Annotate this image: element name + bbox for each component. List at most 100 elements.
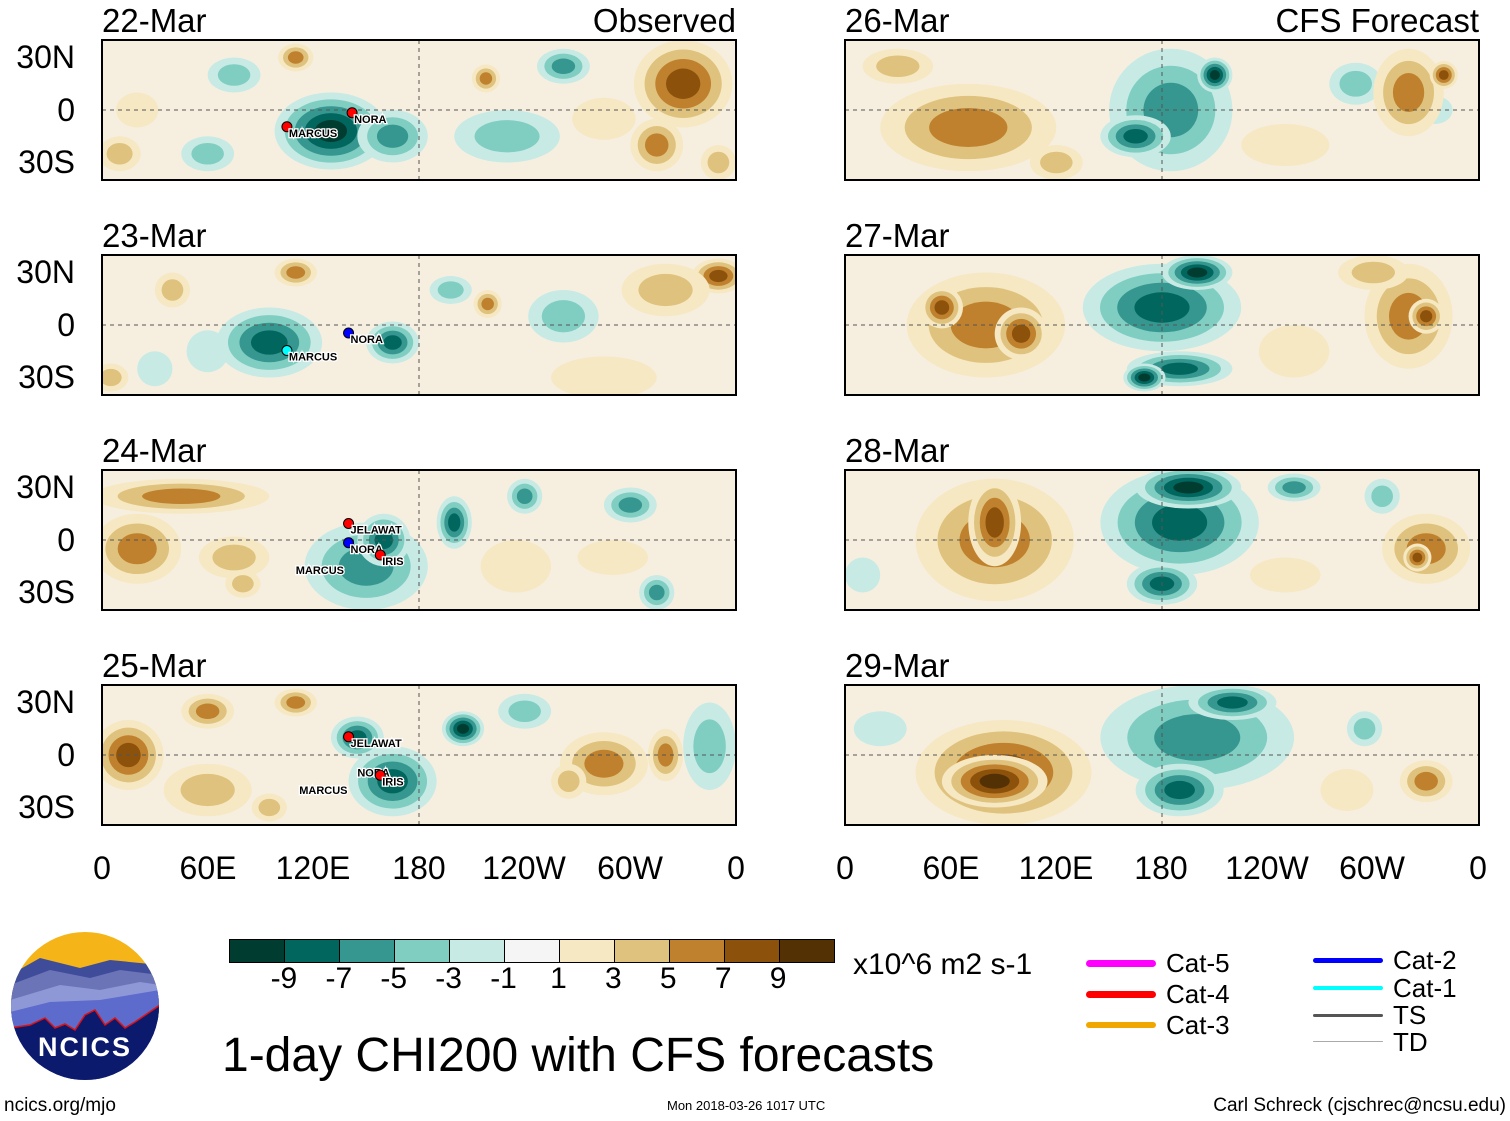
panel-frame: [101, 469, 737, 611]
lon-label: 120E: [1018, 850, 1094, 886]
storm-marker-icon: [343, 731, 355, 743]
storm-marker-icon: [374, 549, 386, 561]
lon-label: 0: [836, 850, 854, 886]
anomaly-contour: [1414, 771, 1438, 791]
footer-timestamp: Mon 2018-03-26 1017 UTC: [667, 1098, 826, 1113]
anomaly-contour: [1392, 73, 1425, 112]
colorbar-swatch: [615, 940, 670, 962]
colorbar-units: x10^6 m2 s-1: [853, 948, 1033, 981]
colorbar-label: 9: [769, 962, 787, 995]
lon-label: 60W: [597, 850, 663, 886]
anomaly-contour: [645, 133, 669, 157]
legend-line-cat-4: [1086, 990, 1156, 998]
footer-url[interactable]: ncics.org/mjo: [4, 1095, 116, 1116]
lat-label: 0: [57, 92, 75, 128]
colorbar-swatch: [395, 940, 450, 962]
lon-label: 120W: [1225, 850, 1309, 886]
lon-label: 60E: [922, 850, 980, 886]
lat-label: 0: [57, 522, 75, 558]
legend-label: TS: [1393, 1000, 1427, 1030]
panel-tag: CFS Forecast: [1275, 2, 1479, 39]
anomaly-contour: [1011, 324, 1031, 343]
anomaly-contour: [250, 330, 288, 355]
anomaly-map: [844, 39, 1480, 181]
colorbar-label: 3: [605, 962, 622, 995]
storm-marker-icon: [281, 345, 293, 356]
lat-label: 30S: [18, 144, 75, 180]
anomaly-contour: [1152, 504, 1208, 541]
panel-frame: [844, 469, 1480, 611]
legend-label: Cat-5: [1166, 948, 1230, 978]
panel-date: 26-Mar: [845, 2, 950, 39]
anomaly-contour: [693, 719, 726, 774]
panel-date: 27-Mar: [845, 217, 950, 254]
storm-marker-icon: [343, 327, 355, 339]
storm-label: JELAWAT: [351, 525, 402, 537]
figure-title: 1-day CHI200 with CFS forecasts: [222, 1029, 935, 1082]
anomaly-contour: [929, 108, 1008, 147]
colorbar-label: 5: [659, 962, 677, 995]
anomaly-contour: [212, 544, 256, 571]
anomaly-contour: [1123, 128, 1148, 144]
storm-label: JELAWAT: [351, 738, 402, 750]
anomaly-contour: [474, 120, 540, 153]
lon-label: 120W: [482, 850, 566, 886]
lat-label: 0: [57, 737, 75, 773]
anomaly-contour: [618, 497, 643, 513]
storm-marker-icon: [374, 769, 386, 781]
anomaly-contour: [1258, 325, 1330, 378]
colorbar-swatch: [725, 940, 780, 962]
anomaly-contour: [572, 97, 636, 140]
anomaly-contour: [551, 356, 657, 396]
storm-label: MARCUS: [289, 352, 337, 364]
storm-label: NORA: [351, 334, 383, 346]
colorbar-swatch: [560, 940, 615, 962]
colorbar-label: -7: [325, 962, 353, 995]
anomaly-contour: [853, 711, 907, 747]
anomaly-contour: [106, 142, 133, 165]
anomaly-contour: [1371, 485, 1393, 508]
storm-label: MARCUS: [296, 565, 344, 577]
legend-label: Cat-1: [1393, 973, 1457, 1003]
colorbar-swatch: [670, 940, 725, 962]
anomaly-contour: [1241, 124, 1330, 166]
anomaly-contour: [217, 64, 251, 86]
anomaly-contour: [286, 266, 306, 279]
anomaly-contour: [638, 273, 693, 307]
anomaly-contour: [1187, 267, 1208, 278]
anomaly-contour: [142, 488, 221, 505]
anomaly-contour: [437, 281, 464, 299]
lat-label: 30N: [16, 254, 75, 290]
lon-label: 180: [1134, 850, 1188, 886]
colorbar-label: 7: [714, 962, 732, 995]
lon-label: 180: [392, 850, 446, 886]
anomaly-contour: [1209, 70, 1220, 80]
colorbar: [229, 939, 835, 963]
anomaly-contour: [232, 575, 254, 593]
legend-line-cat-1: [1313, 986, 1383, 990]
panel-date: 28-Mar: [845, 432, 950, 469]
panel-date: 23-Mar: [102, 217, 207, 254]
colorbar-label: 1: [550, 962, 567, 995]
panel-tag: Observed: [592, 2, 736, 39]
colorbar-label: -1: [490, 962, 517, 995]
panel-frame: [101, 39, 737, 181]
storm-label: IRIS: [382, 556, 403, 568]
anomaly-contour: [480, 540, 552, 593]
anomaly-contour: [314, 120, 348, 142]
anomaly-contour: [376, 124, 409, 148]
lon-label: 0: [93, 850, 111, 886]
colorbar-swatch: [340, 940, 395, 962]
panel-date: 24-Mar: [102, 432, 207, 469]
storm-label: IRIS: [382, 776, 403, 788]
anomaly-contour: [195, 703, 220, 720]
anomaly-contour: [286, 696, 306, 709]
lat-label: 30S: [18, 574, 75, 610]
storm-marker-icon: [346, 107, 358, 119]
anomaly-contour: [557, 770, 580, 793]
anomaly-contour: [287, 51, 304, 64]
anomaly-contour: [707, 151, 730, 174]
colorbar-label: -9: [270, 962, 298, 995]
